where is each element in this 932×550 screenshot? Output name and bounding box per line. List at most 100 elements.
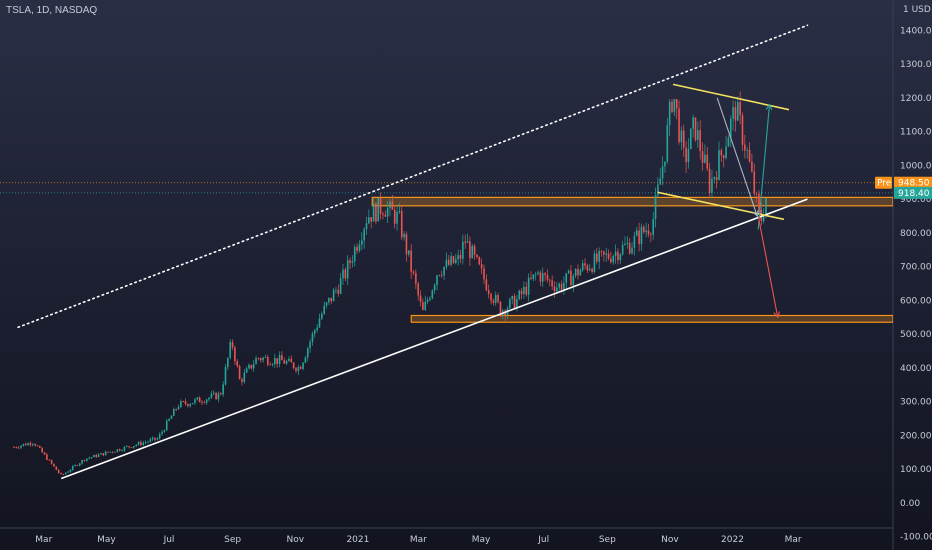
candle-body — [466, 241, 469, 243]
candle-body — [314, 330, 316, 334]
candle-body — [107, 451, 109, 453]
candle-body — [189, 404, 192, 406]
candle-body — [558, 283, 560, 288]
time-tick-label: 2022 — [721, 535, 744, 545]
candle-body — [372, 203, 375, 222]
candle-body — [224, 367, 227, 385]
candle-body — [97, 454, 100, 457]
candle-body — [584, 263, 586, 266]
candle-body — [635, 230, 638, 236]
candle-body — [704, 154, 706, 163]
price-tick-label: 300.00 — [900, 398, 932, 408]
price-tick-label: 600.00 — [900, 296, 932, 306]
candle-body — [718, 150, 720, 180]
candle-body — [621, 244, 624, 255]
candle-body — [361, 240, 363, 245]
candle-body — [252, 364, 255, 369]
candle-body — [424, 301, 427, 311]
candle-body — [762, 216, 765, 222]
candle-body — [269, 364, 271, 366]
candle-body — [330, 297, 333, 302]
candle-body — [633, 235, 636, 248]
candle-body — [509, 299, 511, 309]
candle-body — [304, 357, 307, 363]
candle-body — [267, 356, 269, 365]
candle-body — [318, 318, 321, 328]
candle-body — [480, 264, 483, 269]
candle-body — [104, 451, 107, 456]
candle-body — [532, 274, 535, 279]
candle-body — [74, 465, 76, 467]
candle-body — [53, 463, 55, 467]
candle-body — [440, 275, 443, 276]
candle-body — [184, 401, 187, 404]
candle-body — [469, 241, 471, 259]
candle-body — [586, 265, 589, 271]
time-tick-label: Jul — [537, 535, 549, 545]
candle-body — [149, 439, 152, 442]
candle-body — [316, 327, 318, 331]
candle-body — [426, 299, 429, 302]
price-tick-label: -100.00 — [900, 533, 932, 543]
candle-body — [281, 355, 283, 361]
candle-body — [182, 401, 184, 403]
candle-body — [680, 130, 683, 143]
candle-body — [412, 271, 415, 274]
candle-body — [753, 171, 756, 194]
price-tick-label: 700.00 — [900, 263, 932, 273]
candle-body — [344, 269, 347, 279]
currency-label: 1 USD — [903, 5, 931, 15]
candle-body — [518, 290, 521, 300]
support-zones — [371, 196, 893, 323]
candle-body — [243, 372, 246, 382]
candle-body — [227, 357, 229, 368]
candle-body — [297, 367, 300, 372]
candle-body — [408, 250, 410, 255]
candle-body — [299, 367, 302, 369]
candle-body — [638, 230, 640, 245]
candle-body — [760, 209, 763, 222]
candle-body — [497, 295, 499, 302]
candle-body — [487, 290, 490, 294]
candle-body — [549, 279, 551, 281]
candle-body — [205, 399, 208, 403]
candle-body — [699, 130, 701, 152]
candle-body — [567, 270, 570, 274]
candle-body — [661, 166, 664, 179]
candle-body — [109, 451, 112, 453]
candle-body — [652, 219, 654, 235]
candle-body — [462, 241, 464, 259]
candle-body — [321, 313, 323, 319]
price-tick-label: 800.00 — [900, 229, 932, 239]
candle-body — [563, 282, 565, 290]
candle-body — [673, 99, 676, 112]
candle-body — [255, 358, 257, 365]
trendline — [17, 24, 809, 329]
candle-body — [20, 445, 22, 448]
candle-body — [123, 446, 126, 451]
candle-body — [605, 253, 607, 255]
candle-body — [328, 297, 330, 303]
candle-body — [379, 197, 382, 214]
candle-body — [631, 247, 633, 254]
candle-body — [666, 125, 669, 162]
candle-body — [722, 155, 725, 158]
price-axis: 1400.00 1300.00 1200.00 1100.00 1000.00 900.0… — [900, 26, 932, 542]
candle-body — [452, 256, 455, 263]
price-tick-label: 0.00 — [900, 499, 920, 509]
candle-body — [513, 295, 516, 309]
candle-body — [715, 177, 718, 180]
candle-body — [610, 258, 612, 263]
candle-body — [626, 242, 629, 244]
candle-body — [81, 460, 83, 464]
candle-body — [177, 406, 180, 410]
candle-body — [201, 402, 203, 404]
time-tick-label: Jul — [163, 535, 175, 545]
candle-body — [323, 305, 325, 314]
candle-body — [692, 117, 694, 129]
candle-body — [619, 254, 622, 261]
candle-body — [288, 358, 290, 362]
price-tick-label: 500.00 — [900, 330, 932, 340]
candle-body — [591, 268, 593, 272]
